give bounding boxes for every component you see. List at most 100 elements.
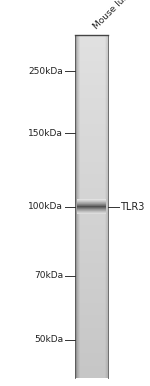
- Bar: [91, 177, 92, 179]
- Bar: [101, 236, 102, 237]
- Bar: [76, 133, 77, 134]
- Bar: [95, 322, 96, 323]
- Bar: [81, 268, 82, 270]
- Bar: [77, 52, 78, 54]
- Bar: [80, 315, 81, 317]
- Bar: [94, 363, 95, 364]
- Bar: [82, 308, 83, 310]
- Bar: [78, 260, 79, 261]
- Bar: [104, 217, 105, 218]
- Bar: [88, 268, 89, 270]
- Bar: [105, 120, 106, 122]
- Bar: [80, 103, 81, 105]
- Bar: [88, 191, 89, 193]
- Bar: [106, 215, 107, 217]
- Bar: [101, 165, 102, 167]
- Bar: [91, 62, 92, 64]
- Bar: [104, 162, 105, 164]
- Bar: [88, 112, 89, 114]
- Bar: [99, 311, 100, 313]
- Bar: [95, 117, 96, 119]
- Bar: [99, 251, 100, 253]
- Bar: [101, 195, 102, 196]
- Bar: [82, 375, 83, 377]
- Bar: [84, 287, 85, 289]
- Bar: [87, 268, 88, 270]
- Bar: [94, 210, 95, 212]
- Bar: [91, 237, 92, 239]
- Bar: [77, 172, 78, 174]
- Bar: [93, 71, 94, 73]
- Bar: [88, 172, 89, 174]
- Bar: [83, 59, 84, 61]
- Bar: [101, 230, 102, 232]
- Bar: [88, 361, 89, 363]
- Bar: [106, 317, 107, 318]
- Bar: [106, 36, 107, 38]
- Bar: [104, 52, 105, 54]
- Bar: [84, 138, 85, 139]
- Bar: [90, 45, 91, 47]
- Bar: [93, 296, 94, 298]
- Bar: [77, 49, 78, 50]
- Bar: [79, 208, 80, 210]
- Text: Mouse lung: Mouse lung: [91, 0, 134, 31]
- Bar: [81, 255, 82, 256]
- Bar: [107, 229, 108, 230]
- Bar: [101, 117, 102, 119]
- Bar: [90, 164, 91, 165]
- Bar: [77, 268, 78, 270]
- Bar: [79, 207, 80, 208]
- Bar: [87, 340, 88, 342]
- Bar: [78, 232, 79, 234]
- Bar: [77, 299, 78, 301]
- Bar: [98, 76, 99, 78]
- Bar: [95, 328, 96, 330]
- Bar: [82, 249, 83, 251]
- Bar: [101, 370, 102, 371]
- Bar: [88, 308, 89, 310]
- Bar: [98, 213, 99, 215]
- Bar: [89, 345, 90, 347]
- Bar: [94, 174, 95, 176]
- Bar: [77, 253, 78, 255]
- Bar: [79, 220, 80, 222]
- Bar: [85, 103, 86, 105]
- Bar: [101, 244, 102, 246]
- Bar: [102, 377, 103, 378]
- Bar: [99, 208, 100, 210]
- Bar: [81, 246, 82, 248]
- Bar: [78, 78, 79, 80]
- Bar: [75, 150, 76, 152]
- Bar: [96, 371, 97, 373]
- Bar: [105, 102, 106, 103]
- Bar: [87, 93, 88, 95]
- Bar: [78, 354, 79, 356]
- Bar: [96, 100, 97, 102]
- Bar: [88, 52, 89, 54]
- Bar: [91, 134, 92, 136]
- Bar: [78, 110, 79, 112]
- Bar: [98, 179, 99, 181]
- Bar: [75, 88, 76, 90]
- Bar: [80, 325, 81, 327]
- Bar: [106, 98, 107, 100]
- Bar: [75, 172, 76, 174]
- Bar: [83, 184, 84, 186]
- Bar: [82, 177, 83, 179]
- Bar: [92, 234, 93, 236]
- Bar: [82, 126, 83, 127]
- Bar: [102, 57, 103, 59]
- Bar: [79, 212, 80, 213]
- Bar: [83, 95, 84, 96]
- Bar: [87, 198, 88, 200]
- Bar: [84, 352, 85, 354]
- Bar: [78, 158, 79, 160]
- Bar: [95, 249, 96, 251]
- Bar: [90, 114, 91, 115]
- Bar: [88, 242, 89, 244]
- Bar: [88, 224, 89, 225]
- Bar: [86, 83, 87, 85]
- Bar: [84, 155, 85, 157]
- Bar: [77, 287, 78, 289]
